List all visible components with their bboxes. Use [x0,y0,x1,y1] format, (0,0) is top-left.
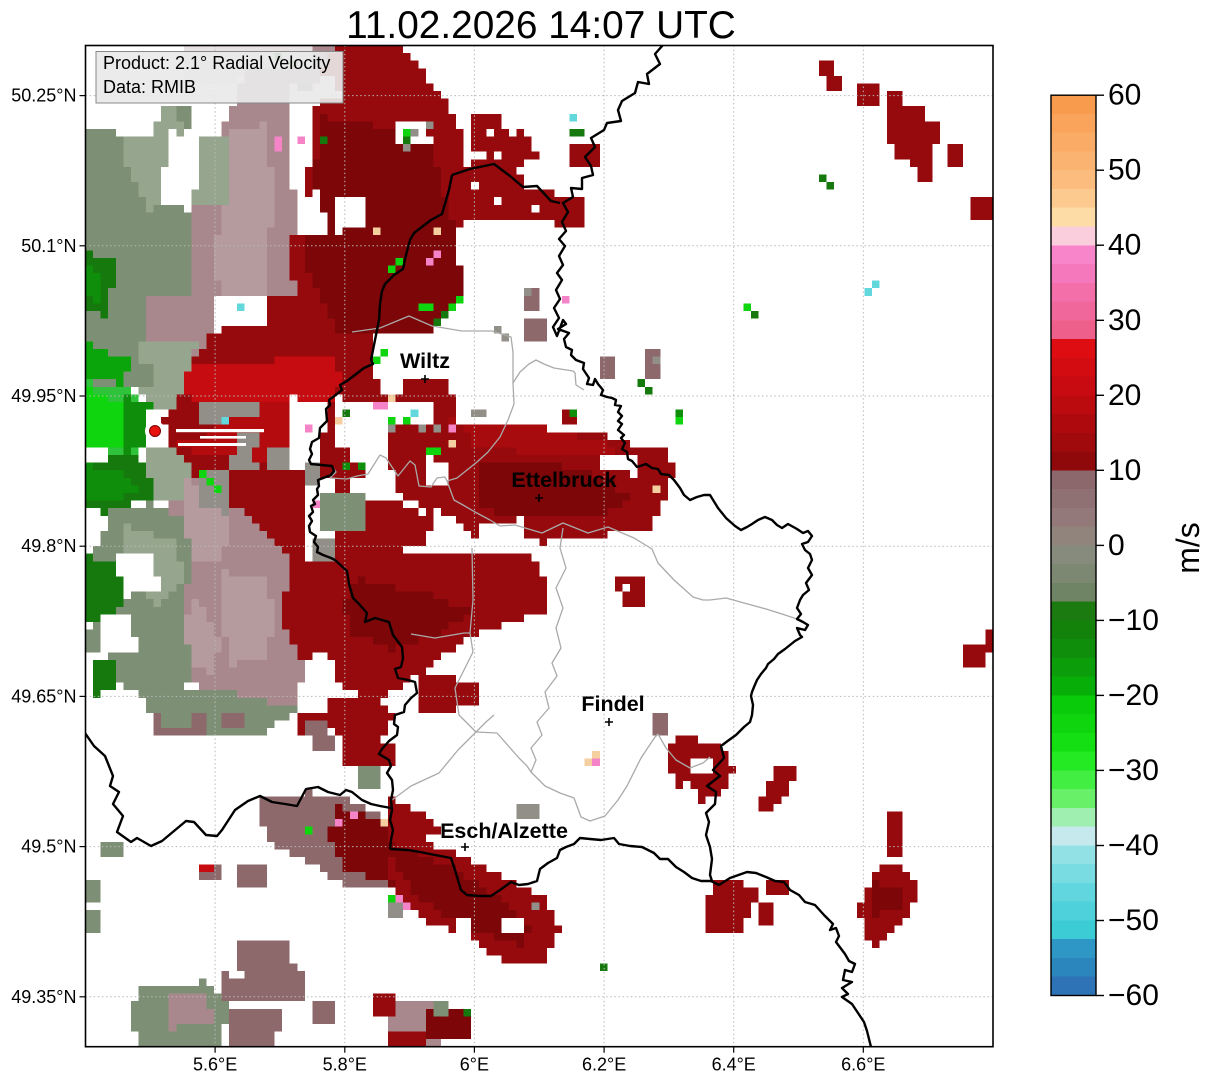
svg-text:Product: 2.1° Radial Velocity: Product: 2.1° Radial Velocity [103,53,330,73]
svg-text:30: 30 [1108,304,1141,337]
svg-text:6.6°E: 6.6°E [841,1055,885,1075]
svg-text:6.2°E: 6.2°E [582,1055,626,1075]
svg-text:6°E: 6°E [460,1055,489,1075]
svg-text:−50: −50 [1108,904,1159,937]
svg-text:Wiltz: Wiltz [400,349,450,373]
svg-text:20: 20 [1108,379,1141,412]
svg-text:11.02.2026 14:07 UTC: 11.02.2026 14:07 UTC [346,4,736,47]
svg-text:50: 50 [1108,154,1141,187]
svg-text:49.65°N: 49.65°N [11,686,76,706]
svg-text:Data: RMIB: Data: RMIB [103,77,196,97]
svg-text:5.8°E: 5.8°E [323,1055,367,1075]
svg-text:60: 60 [1108,79,1141,112]
svg-text:50.1°N: 50.1°N [21,236,76,256]
svg-text:50.25°N: 50.25°N [11,86,76,106]
svg-text:Findel: Findel [581,692,644,716]
svg-text:−40: −40 [1108,829,1159,862]
svg-text:10: 10 [1108,454,1141,487]
svg-text:5.6°E: 5.6°E [193,1055,237,1075]
svg-text:49.8°N: 49.8°N [21,536,76,556]
svg-text:−20: −20 [1108,679,1159,712]
svg-text:−60: −60 [1108,979,1159,1012]
svg-text:49.5°N: 49.5°N [21,837,76,857]
svg-text:Esch/Alzette: Esch/Alzette [440,819,568,843]
svg-text:Ettelbruck: Ettelbruck [511,468,616,492]
svg-text:−30: −30 [1108,754,1159,787]
svg-text:49.35°N: 49.35°N [11,987,76,1007]
svg-text:6.4°E: 6.4°E [712,1055,756,1075]
svg-text:49.95°N: 49.95°N [11,386,76,406]
svg-text:−10: −10 [1108,604,1159,637]
svg-text:40: 40 [1108,229,1141,262]
svg-text:m/s: m/s [1170,522,1206,574]
svg-text:0: 0 [1108,529,1125,562]
